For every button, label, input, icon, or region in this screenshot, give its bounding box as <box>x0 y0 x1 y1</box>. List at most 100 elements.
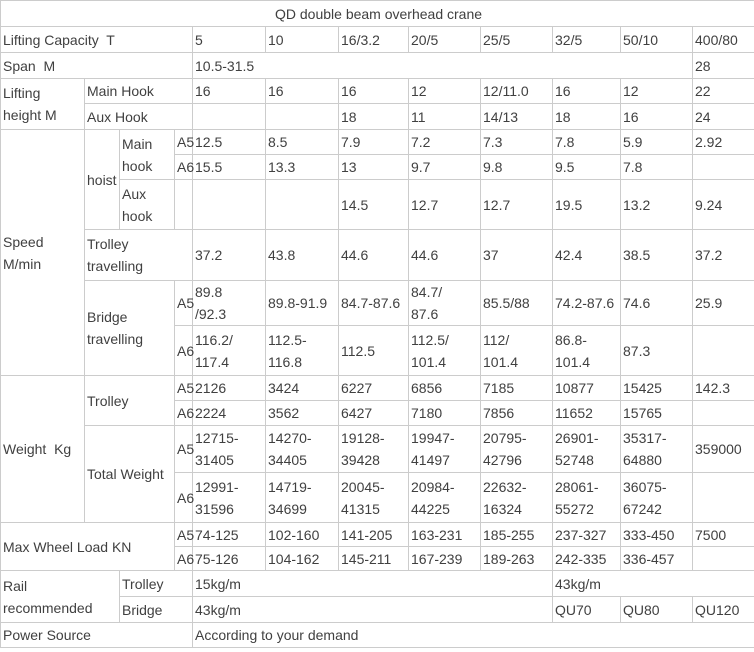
spec-cell: 13.3 <box>265 154 339 180</box>
label-power-source: Power Source <box>0 622 193 648</box>
label-speed: Speed M/min <box>0 129 85 376</box>
spec-cell: 44.6 <box>338 229 409 281</box>
speed-main-a5-row: Speed M/min hoist Main hook A5 12.5 8.5 … <box>0 129 754 376</box>
rail-bridge-row: Bridge 43kg/m QU70 QU80 QU120 <box>1 596 754 623</box>
label-aux-hook: Aux Hook <box>84 103 193 130</box>
title-row: QD double beam overhead crane <box>0 0 754 27</box>
power-source-row: Power Source According to your demand <box>0 622 754 648</box>
label-lifting-capacity: Lifting Capacity T <box>0 26 193 53</box>
spec-cell: 85.5/88 <box>480 280 553 326</box>
spec-cell: 112/ 101.4 <box>480 325 553 376</box>
height-aux-hook-row: Aux Hook 18 11 14/13 18 16 24 <box>1 103 754 130</box>
label-span: Span M <box>0 52 193 79</box>
label-speed-aux-hook: Aux hook <box>119 179 175 230</box>
spec-cell: 14.5 <box>338 179 409 230</box>
label-lifting-height: Lifting height M <box>0 78 85 130</box>
spec-cell: 15kg/m <box>192 570 553 597</box>
spec-cell: 75-126 <box>192 546 266 571</box>
spec-cell: 20045- 41315 <box>338 472 409 523</box>
speed-trolley-row: Trolley travelling 37.2 43.8 44.6 44.6 3… <box>1 229 754 281</box>
spec-cell: 84.7-87.6 <box>338 280 409 326</box>
spec-cell: 12.7 <box>480 179 553 230</box>
spec-cell: 14719- 34699 <box>265 472 339 523</box>
spec-cell: 38.5 <box>620 229 693 281</box>
spec-cell: 43kg/m <box>551 570 754 597</box>
spec-cell <box>174 179 193 230</box>
spec-cell: 13 <box>338 154 409 180</box>
spec-cell: 12 <box>620 78 693 104</box>
spec-cell: 12.5 <box>192 129 266 155</box>
label-a6: A6 <box>174 546 194 571</box>
spec-cell: 3424 <box>265 375 339 401</box>
spec-cell: 22632- 16324 <box>480 472 553 523</box>
label-trolley-travelling: Trolley travelling <box>84 229 193 281</box>
spec-cell: 7.8 <box>552 129 621 155</box>
spec-cell: 35317- 64880 <box>620 425 693 473</box>
speed-aux-hook-row: Aux hook 14.5 12.7 12.7 19.5 13.2 9.24 <box>1 179 754 230</box>
weight-total-a5-row: Total Weight A5 12715- 31405 14270- 3440… <box>1 425 754 523</box>
spec-cell: 13.2 <box>620 179 693 230</box>
spec-cell: 16 <box>620 103 693 130</box>
spec-cell: 3562 <box>265 400 339 426</box>
label-a6: A6 <box>174 154 194 180</box>
spec-cell: 163-231 <box>408 522 481 547</box>
spec-cell: 189-263 <box>480 546 553 571</box>
spec-cell: 19128- 39428 <box>338 425 409 473</box>
spec-cell: 74.6 <box>620 280 693 326</box>
spec-cell: 6227 <box>338 375 409 401</box>
height-main-hook-row: Lifting height M Main Hook 16 16 16 12 1… <box>0 78 754 130</box>
spec-cell: 142.3 <box>691 375 754 401</box>
spec-cell: 16/3.2 <box>338 26 409 53</box>
spec-cell: 24 <box>691 103 754 130</box>
spec-cell: 20795- 42796 <box>480 425 553 473</box>
spec-cell: 16 <box>338 78 409 104</box>
spec-cell: 116.2/ 117.4 <box>192 325 266 376</box>
spec-cell: 6856 <box>408 375 481 401</box>
spec-cell: 102-160 <box>265 522 339 547</box>
label-weight-trolley: Trolley <box>84 375 175 426</box>
spec-cell: 10.5-31.5 <box>192 52 693 79</box>
spec-cell: 12715- 31405 <box>192 425 266 473</box>
spec-cell: 6427 <box>338 400 409 426</box>
label-a5: A5 <box>174 522 194 547</box>
spec-cell <box>691 325 754 376</box>
spec-cell <box>691 472 754 523</box>
label-a6: A6 <box>174 325 194 376</box>
spec-cell: 11652 <box>552 400 621 426</box>
spec-cell: 14/13 <box>480 103 553 130</box>
spec-cell: 2126 <box>192 375 266 401</box>
spec-cell: 25.9 <box>691 280 754 326</box>
table-title: QD double beam overhead crane <box>0 0 754 27</box>
spec-cell: 87.3 <box>620 325 693 376</box>
spec-cell: 42.4 <box>552 229 621 281</box>
spec-cell <box>265 103 339 130</box>
spec-cell: 43kg/m <box>192 596 553 623</box>
spec-cell: 74-125 <box>192 522 266 547</box>
capacity-row: Lifting Capacity T 5 10 16/3.2 20/5 25/5… <box>0 26 754 53</box>
spec-cell: 7180 <box>408 400 481 426</box>
spec-cell: 12.7 <box>408 179 481 230</box>
spec-cell <box>265 179 339 230</box>
spec-cell: 359000 <box>691 425 754 473</box>
spec-cell: 185-255 <box>480 522 553 547</box>
spec-cell: 11 <box>408 103 481 130</box>
spec-cell: 7.9 <box>338 129 409 155</box>
spec-cell: QU120 <box>691 596 754 623</box>
spec-cell: 141-205 <box>338 522 409 547</box>
spec-cell: 19947- 41497 <box>408 425 481 473</box>
spec-cell: 15765 <box>620 400 693 426</box>
spec-cell: 12991- 31596 <box>192 472 266 523</box>
rail-trolley-row: Rail recommended Trolley 15kg/m 43kg/m <box>0 570 754 623</box>
spec-cell: 12 <box>408 78 481 104</box>
spec-cell: 112.5 <box>338 325 409 376</box>
spec-cell: 7.8 <box>620 154 693 180</box>
spec-cell <box>691 546 754 571</box>
spec-cell: 44.6 <box>408 229 481 281</box>
spec-cell: 333-450 <box>620 522 693 547</box>
spec-cell: 89.8-91.9 <box>265 280 339 326</box>
spec-cell: 28 <box>691 52 754 79</box>
spec-cell: 145-211 <box>338 546 409 571</box>
label-rail-recommended: Rail recommended <box>0 570 120 623</box>
